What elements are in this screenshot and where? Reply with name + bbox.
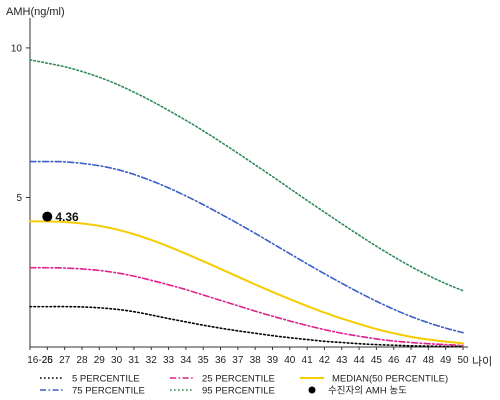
x-tick-label: 38	[250, 355, 262, 366]
y-ticks: 5 10	[11, 43, 30, 204]
patient-amh-point	[42, 211, 53, 222]
x-tick-label: 44	[354, 355, 366, 366]
series-line-1	[29, 266, 464, 347]
legend-label-1: 25 PERCENTILE	[202, 374, 275, 385]
series-line-2	[29, 220, 464, 345]
legend-label-0: 5 PERCENTILE	[72, 374, 140, 385]
x-tick-label: 28	[76, 355, 88, 366]
x-tick-label: 16-25	[27, 355, 53, 366]
highlight-point-group: 4.36	[42, 210, 79, 224]
x-tick-label: 45	[371, 355, 383, 366]
x-tick-label: 47	[405, 355, 417, 366]
series-line-3	[29, 160, 464, 334]
x-tick-label: 43	[336, 355, 348, 366]
x-tick-label: 32	[146, 355, 158, 366]
x-tick-label: 29	[94, 355, 106, 366]
x-tick-label: 40	[284, 355, 296, 366]
patient-amh-value-label: 4.36	[55, 210, 79, 224]
x-tick-label: 31	[128, 355, 140, 366]
legend-point-marker	[308, 386, 316, 394]
axes: AMH(ng/ml) 나이	[6, 6, 492, 368]
x-tick-label: 49	[440, 355, 452, 366]
x-tick-label: 41	[302, 355, 314, 366]
x-tick-label: 37	[232, 355, 244, 366]
x-tick-label: 27	[59, 355, 71, 366]
x-tick-label: 35	[198, 355, 210, 366]
x-tick-label: 46	[388, 355, 400, 366]
legend-label-point: 수진자의 AMH 농도	[328, 386, 407, 397]
x-tick-label: 50	[457, 355, 469, 366]
series-line-4	[29, 59, 464, 292]
x-tick-label: 36	[215, 355, 227, 366]
series-lines	[29, 59, 464, 348]
x-tick-label: 34	[180, 355, 192, 366]
y-axis-title: AMH(ng/ml)	[6, 6, 65, 18]
series-line-0	[29, 305, 464, 348]
x-tick-label: 30	[111, 355, 123, 366]
y-tick-label: 5	[16, 193, 22, 204]
legend-label-3: 75 PERCENTILE	[72, 386, 145, 397]
x-tick-label: 48	[423, 355, 435, 366]
legend-label-4: 95 PERCENTILE	[202, 386, 275, 397]
y-tick-label: 10	[11, 43, 23, 54]
legend-label-2: MEDIAN(50 PERCENTILE)	[332, 374, 448, 385]
x-tick-label: 33	[163, 355, 175, 366]
x-tick-label: 42	[319, 355, 331, 366]
x-tick-label: 26	[42, 355, 54, 366]
x-tick-label: 39	[267, 355, 279, 366]
x-axis-title: 나이	[472, 355, 492, 368]
legend: 5 PERCENTILE 25 PERCENTILE MEDIAN(50 PERCE…	[40, 374, 448, 397]
